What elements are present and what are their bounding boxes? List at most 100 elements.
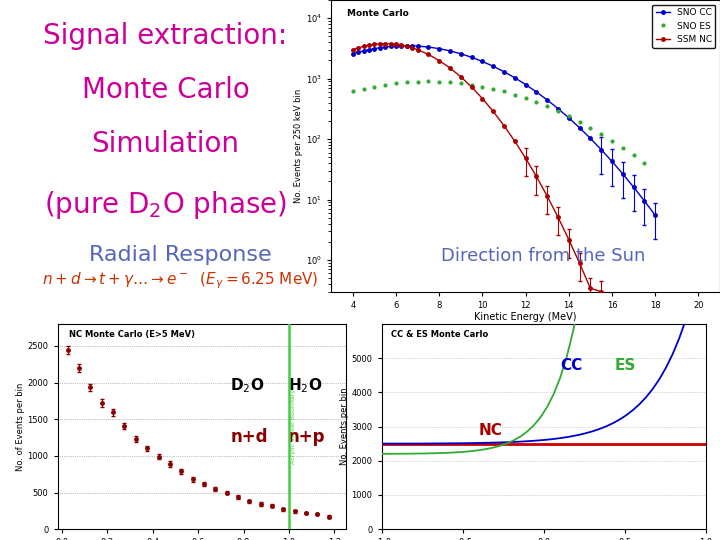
SNO ES	[532, 99, 541, 105]
SNO ES	[402, 79, 411, 85]
Text: NC: NC	[479, 423, 503, 438]
Text: Signal extraction:: Signal extraction:	[43, 22, 288, 50]
SNO ES	[359, 85, 368, 92]
SSM NC	[586, 285, 595, 292]
SNO CC	[365, 46, 374, 53]
SNO CC	[629, 184, 638, 190]
SNO CC	[651, 212, 660, 219]
X-axis label: Kinetic Energy (MeV): Kinetic Energy (MeV)	[474, 313, 577, 322]
Legend: SNO CC, SNO ES, SSM NC: SNO CC, SNO ES, SSM NC	[652, 4, 716, 48]
SSM NC	[354, 45, 362, 51]
Text: H$_2$O: H$_2$O	[288, 376, 323, 395]
SNO ES	[629, 152, 638, 159]
SNO ES	[370, 83, 379, 90]
Line: SNO ES: SNO ES	[351, 80, 646, 165]
SNO CC	[446, 48, 454, 54]
Y-axis label: No. Events per bin: No. Events per bin	[340, 388, 348, 465]
SNO CC	[532, 89, 541, 95]
SNO ES	[424, 78, 433, 85]
SSM NC	[467, 84, 476, 90]
SNO CC	[521, 82, 530, 88]
SNO ES	[521, 95, 530, 102]
SNO ES	[467, 82, 476, 88]
SNO CC	[467, 54, 476, 60]
Text: ES: ES	[615, 357, 636, 373]
SNO ES	[640, 160, 649, 167]
SSM NC	[408, 45, 416, 51]
SSM NC	[543, 193, 552, 199]
Text: Monte Carlo: Monte Carlo	[82, 76, 249, 104]
SNO ES	[575, 118, 584, 125]
SNO CC	[597, 146, 606, 153]
SNO CC	[413, 43, 422, 49]
SNO CC	[510, 75, 519, 81]
SSM NC	[402, 43, 411, 50]
SSM NC	[424, 51, 433, 58]
SNO ES	[543, 103, 552, 110]
SSM NC	[348, 46, 357, 53]
SSM NC	[532, 173, 541, 180]
SNO CC	[618, 171, 627, 177]
SSM NC	[478, 95, 487, 102]
SNO ES	[564, 113, 573, 119]
SNO CC	[564, 114, 573, 121]
Y-axis label: No. Events per 250 keV bin: No. Events per 250 keV bin	[294, 89, 303, 203]
SNO CC	[354, 49, 362, 56]
SNO CC	[370, 45, 379, 52]
SNO CC	[586, 135, 595, 141]
SSM NC	[489, 108, 498, 114]
SSM NC	[365, 42, 374, 49]
Text: NC Monte Carlo (E>5 MeV): NC Monte Carlo (E>5 MeV)	[69, 330, 195, 339]
Text: Monte Carlo: Monte Carlo	[347, 9, 408, 18]
SSM NC	[500, 123, 508, 129]
SSM NC	[435, 57, 444, 64]
Text: D$_2$O: D$_2$O	[230, 376, 265, 395]
SNO CC	[386, 43, 395, 50]
Y-axis label: No. of Events per bin: No. of Events per bin	[16, 382, 24, 471]
SNO CC	[381, 44, 390, 50]
SNO CC	[608, 158, 616, 165]
Text: Radial Response: Radial Response	[89, 245, 271, 265]
SSM NC	[456, 73, 465, 80]
Text: Direction from the Sun: Direction from the Sun	[441, 247, 646, 265]
SNO ES	[413, 78, 422, 85]
SNO ES	[510, 91, 519, 98]
Text: (pure D$_2$O phase): (pure D$_2$O phase)	[44, 189, 287, 221]
Text: Simulation: Simulation	[91, 130, 240, 158]
SSM NC	[413, 46, 422, 53]
SNO CC	[575, 125, 584, 131]
SNO CC	[402, 43, 411, 49]
SSM NC	[381, 40, 390, 47]
SNO ES	[586, 124, 595, 131]
SNO CC	[640, 198, 649, 204]
SSM NC	[564, 237, 573, 243]
SNO ES	[456, 80, 465, 86]
SNO CC	[397, 43, 406, 49]
SNO CC	[489, 63, 498, 70]
SNO CC	[424, 44, 433, 50]
SSM NC	[521, 155, 530, 161]
SSM NC	[397, 42, 406, 49]
SNO CC	[408, 43, 416, 49]
SSM NC	[510, 138, 519, 145]
SNO CC	[435, 45, 444, 52]
SSM NC	[359, 43, 368, 50]
SNO ES	[381, 82, 390, 88]
SNO ES	[608, 138, 616, 144]
SSM NC	[392, 41, 400, 48]
SNO ES	[392, 80, 400, 86]
SNO CC	[543, 97, 552, 103]
SNO CC	[392, 43, 400, 49]
SSM NC	[370, 41, 379, 48]
Text: n+p: n+p	[288, 428, 325, 446]
SNO ES	[348, 88, 357, 94]
SSM NC	[554, 214, 562, 220]
SNO ES	[489, 85, 498, 92]
SNO ES	[435, 78, 444, 85]
SSM NC	[575, 260, 584, 267]
Line: SSM NC: SSM NC	[351, 42, 603, 293]
Text: CC & ES Monte Carlo: CC & ES Monte Carlo	[392, 330, 489, 339]
SNO CC	[359, 48, 368, 54]
SSM NC	[376, 40, 384, 47]
SSM NC	[597, 288, 606, 295]
